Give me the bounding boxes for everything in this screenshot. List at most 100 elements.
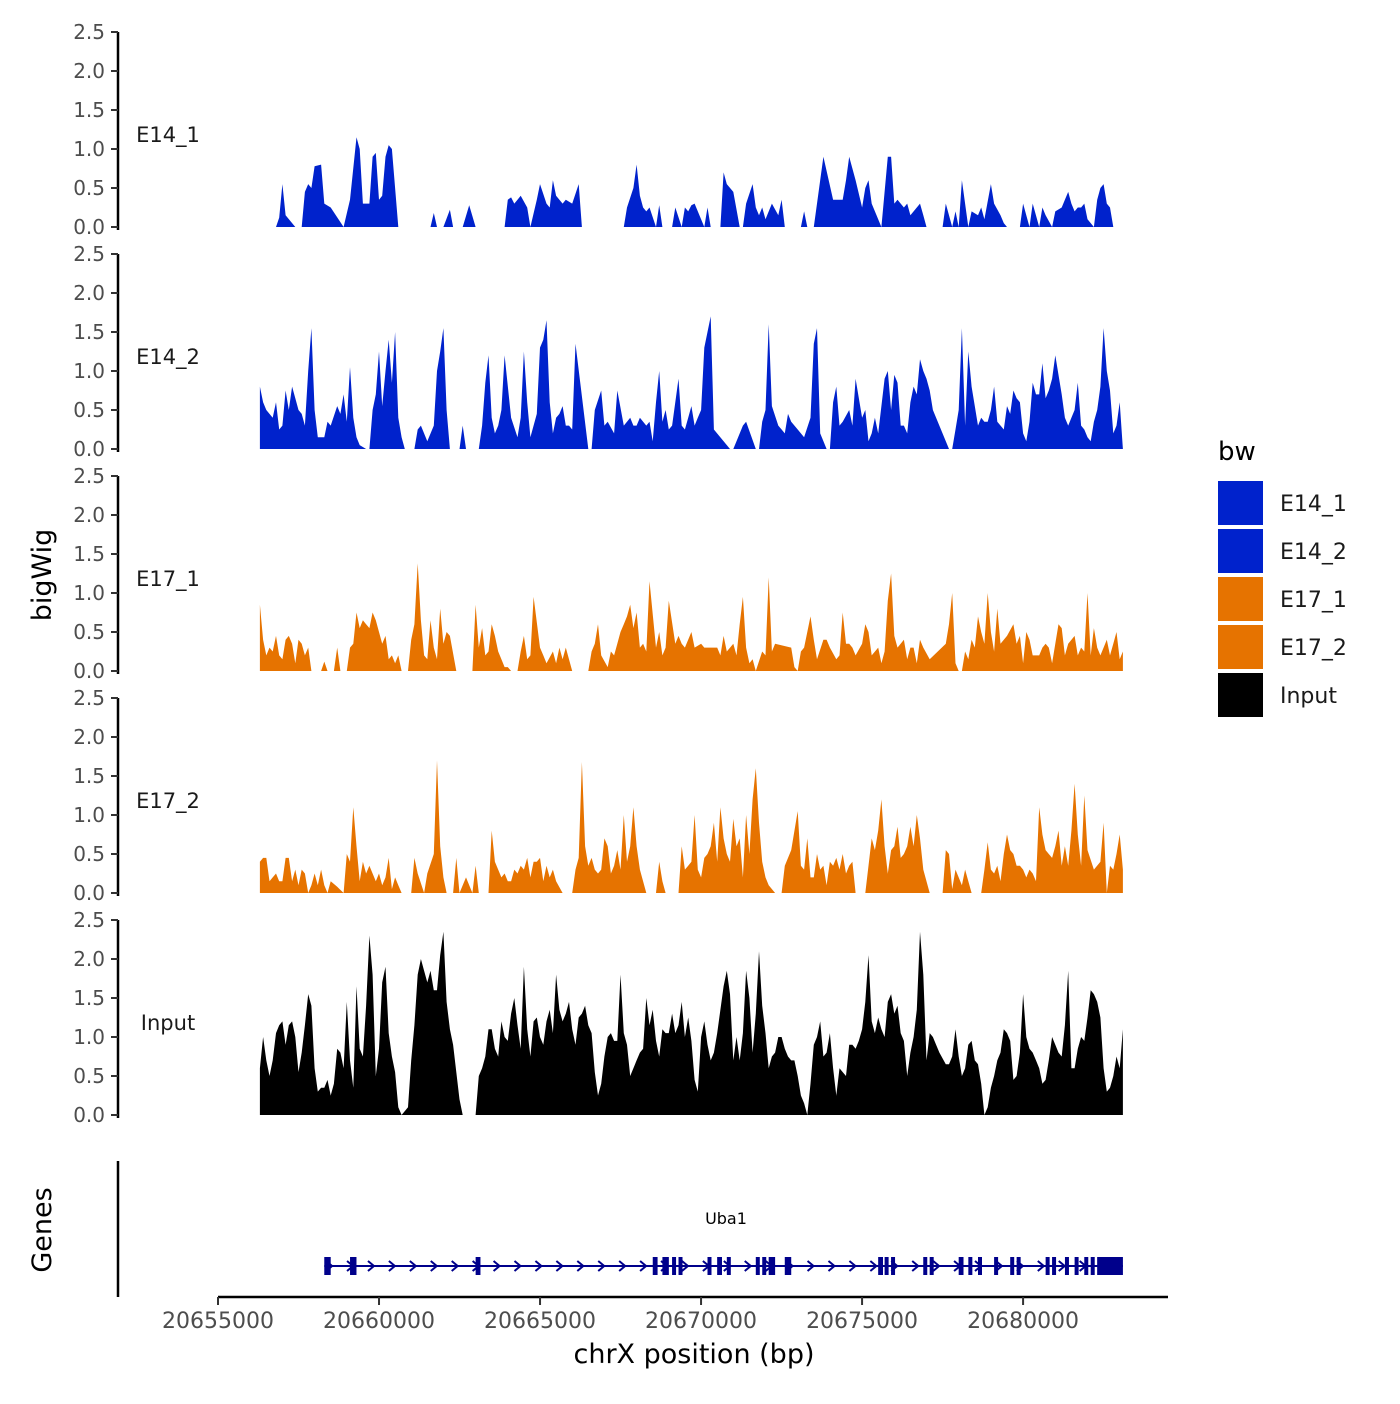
y-tick-label: 2.0 (73, 947, 105, 971)
y-tick-label: 1.0 (73, 137, 105, 161)
strand-arrow (869, 1260, 878, 1272)
y-tick-label: 2.0 (73, 59, 105, 83)
track-label: Input (141, 1011, 195, 1035)
gene-exon (1045, 1257, 1050, 1275)
track-E17_1: 0.0 0.5 1.0 1.5 2.0 2.5 E17_1 (73, 464, 1123, 683)
strand-arrow (576, 1260, 585, 1272)
y-tick-label: 1.5 (73, 986, 105, 1010)
area-E17_1 (259, 563, 1123, 671)
gene-exon (929, 1257, 934, 1275)
gene-exon (1074, 1257, 1079, 1275)
strand-arrow (1058, 1260, 1067, 1272)
y-tick-label: 0.5 (73, 842, 105, 866)
genes-axis-title: Genes (27, 1187, 58, 1272)
legend-label-E14_1: E14_1 (1280, 492, 1347, 517)
gene-exon (784, 1257, 792, 1275)
track-label: E17_2 (136, 789, 200, 814)
legend: bw E14_1 E14_2 E17_1 E17_2 Input (1218, 437, 1347, 717)
y-tick-label: 2.5 (73, 20, 105, 44)
y-tick-label: 0.0 (73, 881, 105, 905)
y-tick-label: 1.5 (73, 764, 105, 788)
strand-arrow (409, 1260, 418, 1272)
gene-exon (1097, 1257, 1123, 1275)
strand-arrow (534, 1260, 543, 1272)
x-tick-label: 20665000 (484, 1309, 596, 1334)
track-E17_2: 0.0 0.5 1.0 1.5 2.0 2.5 E17_2 (73, 686, 1123, 905)
strand-arrow (492, 1260, 502, 1272)
strand-arrow (911, 1260, 920, 1272)
gene-exon (755, 1257, 760, 1275)
legend-swatch-E17_2 (1218, 625, 1263, 669)
y-tick-label: 0.5 (73, 176, 105, 200)
genes-panel: Uba1 Genes (27, 1161, 1123, 1297)
y-tick-label: 0.5 (73, 1064, 105, 1088)
legend-title: bw (1218, 437, 1256, 467)
gene-exon (923, 1257, 928, 1275)
gene-exon (1064, 1257, 1069, 1275)
gene-exon (884, 1257, 889, 1275)
y-tick-label: 2.0 (73, 725, 105, 749)
gene-exon (1016, 1257, 1021, 1275)
y-tick-label: 2.5 (73, 686, 105, 710)
gene-exon (762, 1257, 767, 1275)
gene-exon (662, 1257, 669, 1275)
gene-exon (350, 1257, 357, 1275)
track-E14_2: 0.0 0.5 1.0 1.5 2.0 2.5 E14_2 (73, 242, 1123, 461)
track-label: E17_1 (136, 567, 200, 592)
gene-exon (768, 1257, 776, 1275)
gene-exon (1090, 1257, 1095, 1275)
strand-arrow (744, 1260, 753, 1272)
y-tick-label: 1.0 (73, 359, 105, 383)
strand-arrow (639, 1260, 648, 1272)
strand-arrow (513, 1260, 523, 1272)
gene-exon (726, 1257, 731, 1275)
y-tick-label: 0.0 (73, 437, 105, 461)
y-tick-label: 2.5 (73, 908, 105, 932)
gene-exon (678, 1257, 683, 1275)
legend-swatch-E14_1 (1218, 481, 1263, 525)
area-Input (259, 931, 1123, 1115)
y-tick-label: 1.0 (73, 803, 105, 827)
x-tick-label: 20655000 (162, 1309, 274, 1334)
x-axis: chrX position (bp) 20655000 20660000 20665… (162, 1295, 1168, 1370)
y-tick-label: 0.5 (73, 398, 105, 422)
gene-exon (652, 1257, 658, 1275)
gene-exon (1084, 1257, 1089, 1275)
y-tick-label: 0.5 (73, 620, 105, 644)
gene-exon (1052, 1257, 1057, 1275)
strand-arrow (681, 1260, 690, 1272)
strand-arrow (367, 1260, 376, 1272)
y-tick-label: 1.5 (73, 98, 105, 122)
track-Input: 0.0 0.5 1.0 1.5 2.0 2.5 Input (73, 908, 1123, 1127)
gene-exon (672, 1257, 677, 1275)
strand-arrow (1037, 1260, 1046, 1272)
gene-exon (994, 1257, 999, 1275)
strand-arrow (848, 1260, 857, 1272)
x-tick-label: 20660000 (323, 1309, 435, 1334)
track-label: E14_1 (136, 123, 200, 148)
legend-label-Input: Input (1280, 684, 1337, 709)
x-tick-label: 20680000 (967, 1309, 1079, 1334)
strand-arrow (618, 1260, 627, 1272)
area-E14_1 (276, 137, 1120, 227)
y-tick-label: 0.0 (73, 1103, 105, 1127)
y-tick-label: 1.5 (73, 320, 105, 344)
gene-exon (707, 1257, 712, 1275)
tracks-layer: 0.0 0.5 1.0 1.5 2.0 2.5 E14_1 0.0 0.5 1.0 1.5 2.0 2.… (73, 20, 1123, 1127)
y-tick-label: 1.5 (73, 542, 105, 566)
x-axis-title: chrX position (bp) (573, 1339, 814, 1370)
y-tick-label: 2.5 (73, 464, 105, 488)
legend-label-E17_2: E17_2 (1280, 636, 1347, 661)
area-E17_2 (259, 760, 1123, 893)
strand-arrow (597, 1260, 606, 1272)
y-tick-label: 0.0 (73, 215, 105, 239)
y-tick-label: 2.0 (73, 503, 105, 527)
track-label: E14_2 (136, 345, 200, 370)
y-tick-label: 2.0 (73, 281, 105, 305)
legend-swatch-E17_1 (1218, 577, 1263, 621)
legend-swatch-Input (1218, 673, 1263, 717)
gene-exon (878, 1257, 883, 1275)
legend-label-E17_1: E17_1 (1280, 588, 1347, 613)
